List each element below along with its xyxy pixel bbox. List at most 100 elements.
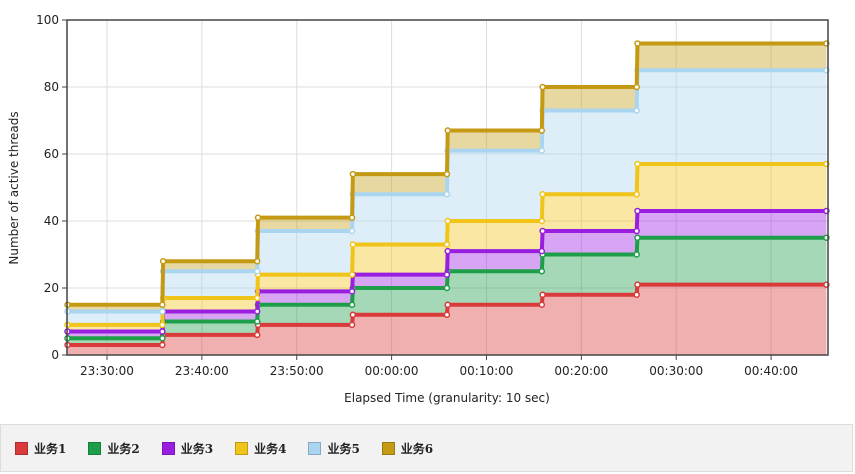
point: [444, 301, 451, 308]
series-line: [67, 282, 827, 347]
y-tick-label: 60: [44, 147, 59, 161]
legend-label: 业务4: [254, 441, 287, 456]
point: [348, 288, 356, 295]
point: [539, 227, 546, 235]
legend-item: 业务3: [161, 440, 214, 457]
point: [633, 190, 640, 198]
point: [443, 271, 451, 278]
point: [633, 291, 640, 298]
point: [253, 331, 261, 339]
point: [159, 308, 166, 315]
x-tick-label: 00:20:00: [554, 364, 608, 378]
point: [348, 214, 356, 221]
series-line: [67, 68, 827, 314]
point: [633, 251, 640, 258]
point: [444, 247, 451, 255]
y-tick-label: 0: [51, 348, 59, 362]
x-tick-label: 00:10:00: [460, 364, 514, 378]
point: [349, 311, 357, 319]
legend-label: 业务6: [400, 441, 434, 456]
legend-swatch: [161, 441, 175, 455]
point: [538, 268, 546, 275]
series-line: [67, 41, 827, 307]
y-axis-label: Number of active threads: [7, 111, 21, 264]
point: [443, 284, 451, 292]
point: [443, 190, 451, 198]
x-tick-label: 00:40:00: [744, 364, 798, 378]
point: [349, 241, 357, 248]
point: [348, 321, 356, 329]
point: [159, 257, 167, 265]
legend-label: 业务3: [180, 441, 214, 456]
point: [443, 170, 451, 178]
legend-swatch: [381, 441, 395, 455]
chart: Number of active threads Elapsed Time (g…: [7, 13, 830, 405]
point: [634, 281, 641, 288]
point: [254, 214, 262, 221]
point: [444, 217, 451, 225]
x-tick-label: 23:30:00: [80, 364, 134, 378]
legend-item: 业务4: [235, 440, 286, 457]
legend-label: 业务2: [107, 441, 140, 456]
point: [634, 207, 641, 215]
legend-swatch: [88, 441, 102, 455]
series-line: [67, 235, 827, 341]
point: [253, 257, 261, 265]
area: [67, 70, 827, 325]
legend-item: 业务5: [308, 440, 360, 457]
point: [349, 170, 357, 178]
point: [253, 268, 261, 275]
plot-border: [66, 19, 829, 356]
point: [348, 271, 356, 278]
x-tick-label: 00:00:00: [365, 364, 419, 378]
point: [444, 127, 451, 134]
point: [348, 227, 356, 235]
point: [159, 328, 166, 335]
area: [67, 164, 827, 332]
point: [539, 83, 546, 91]
point: [253, 318, 261, 325]
legend-swatch: [235, 441, 249, 455]
point: [634, 160, 641, 168]
y-tick-label: 100: [36, 13, 59, 27]
series-line: [67, 162, 827, 327]
x-tick-label: 23:50:00: [270, 364, 324, 378]
point: [538, 127, 546, 134]
point: [159, 341, 166, 349]
point: [253, 294, 261, 302]
y-tick-label: 40: [44, 214, 59, 228]
legend-swatch: [15, 441, 28, 455]
point: [634, 40, 641, 47]
point: [539, 291, 546, 298]
point: [633, 107, 640, 114]
point: [253, 308, 261, 315]
legend-label: 业务1: [34, 441, 67, 456]
point: [539, 190, 546, 198]
y-tick-label: 20: [44, 281, 59, 295]
x-axis-label: Elapsed Time (granularity: 10 sec): [344, 391, 550, 405]
legend-label: 业务5: [327, 441, 360, 456]
point: [633, 83, 640, 91]
legend-item: 业务2: [88, 440, 140, 457]
point: [538, 247, 546, 255]
point: [443, 311, 451, 319]
point: [538, 217, 546, 225]
point: [538, 301, 546, 308]
point: [348, 301, 356, 308]
point: [443, 241, 451, 248]
legend-item: 业务1: [15, 440, 66, 457]
point: [159, 335, 166, 342]
legend: 业务1 业务2 业务3 业务4 业务5 业务6: [0, 424, 853, 472]
x-tick-label: 23:40:00: [175, 364, 229, 378]
point: [634, 234, 641, 241]
point: [538, 147, 546, 154]
legend-item: 业务6: [381, 440, 434, 457]
series-line: [67, 208, 827, 334]
y-tick-label: 80: [44, 80, 59, 94]
point: [159, 301, 166, 308]
area: [67, 237, 827, 345]
point: [633, 227, 640, 235]
legend-swatch: [308, 441, 322, 455]
x-tick-label: 00:30:00: [649, 364, 703, 378]
